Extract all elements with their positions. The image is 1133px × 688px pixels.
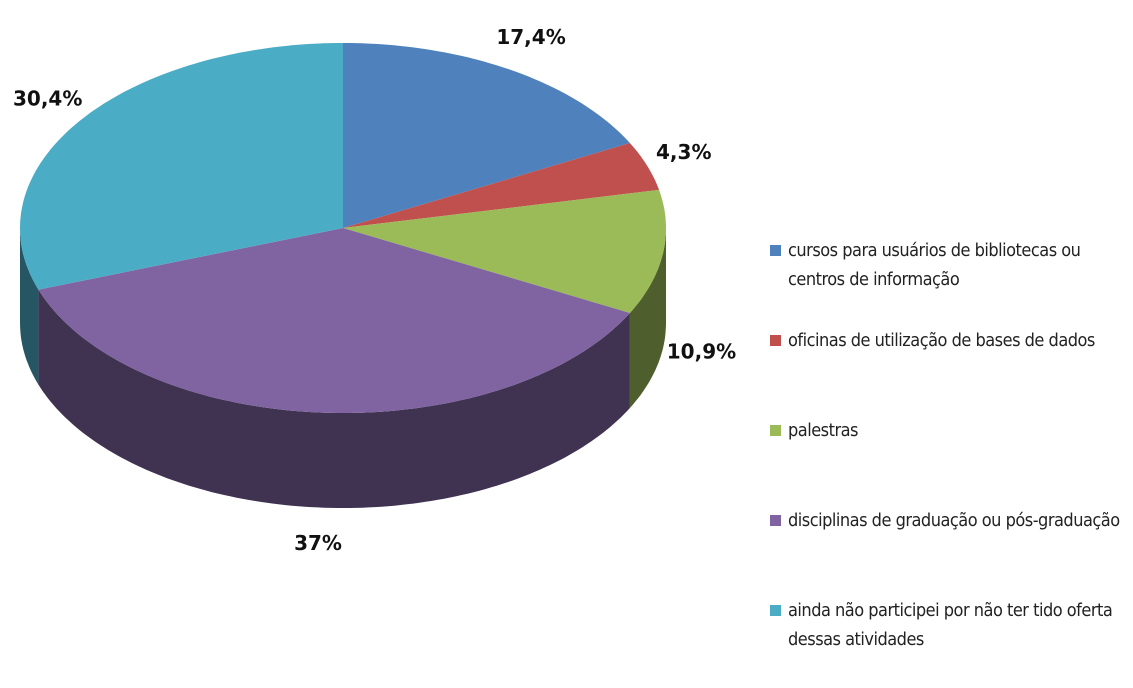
legend-item: cursos para usuários de bibliotecas ou c… — [770, 238, 1120, 328]
data-label: 30,4% — [13, 86, 82, 110]
data-label: 17,4% — [496, 25, 565, 49]
data-label: 4,3% — [656, 140, 711, 164]
slice — [343, 189, 666, 313]
slice — [343, 143, 660, 228]
legend-item: palestras — [770, 418, 1120, 508]
legend-swatch — [770, 515, 781, 526]
page: 17,4% 4,3% 10,9% 37% 30,4% cursos para usuár… — [12, 24, 1121, 650]
data-label: 37% — [294, 531, 342, 555]
slice — [20, 43, 343, 290]
legend-label: cursos para usuários de bibliotecas ou c… — [788, 240, 1081, 290]
slice-side — [629, 228, 666, 408]
legend-item: ainda não participei por não ter tido of… — [770, 598, 1120, 688]
legend-item: disciplinas de graduação ou pós-graduaçã… — [770, 508, 1120, 598]
slice — [343, 43, 630, 228]
slice — [38, 228, 630, 413]
legend-swatch — [770, 335, 781, 346]
legend-swatch — [770, 605, 781, 616]
legend-label: oficinas de utilização de bases de dados — [788, 330, 1095, 351]
legend-label: palestras — [788, 420, 858, 441]
chart: 17,4% 4,3% 10,9% 37% 30,4% — [13, 25, 736, 555]
legend-label: ainda não participei por não ter tido of… — [788, 600, 1113, 650]
data-label: 10,9% — [667, 339, 736, 363]
legend-swatch — [770, 245, 781, 256]
slice-side — [20, 228, 39, 385]
legend-swatch — [770, 425, 781, 436]
slice-side — [38, 289, 630, 508]
legend-item: oficinas de utilização de bases de dados — [770, 328, 1120, 418]
legend: cursos para usuários de bibliotecas ou c… — [770, 238, 1120, 688]
legend-label: disciplinas de graduação ou pós-graduaçã… — [788, 510, 1120, 531]
